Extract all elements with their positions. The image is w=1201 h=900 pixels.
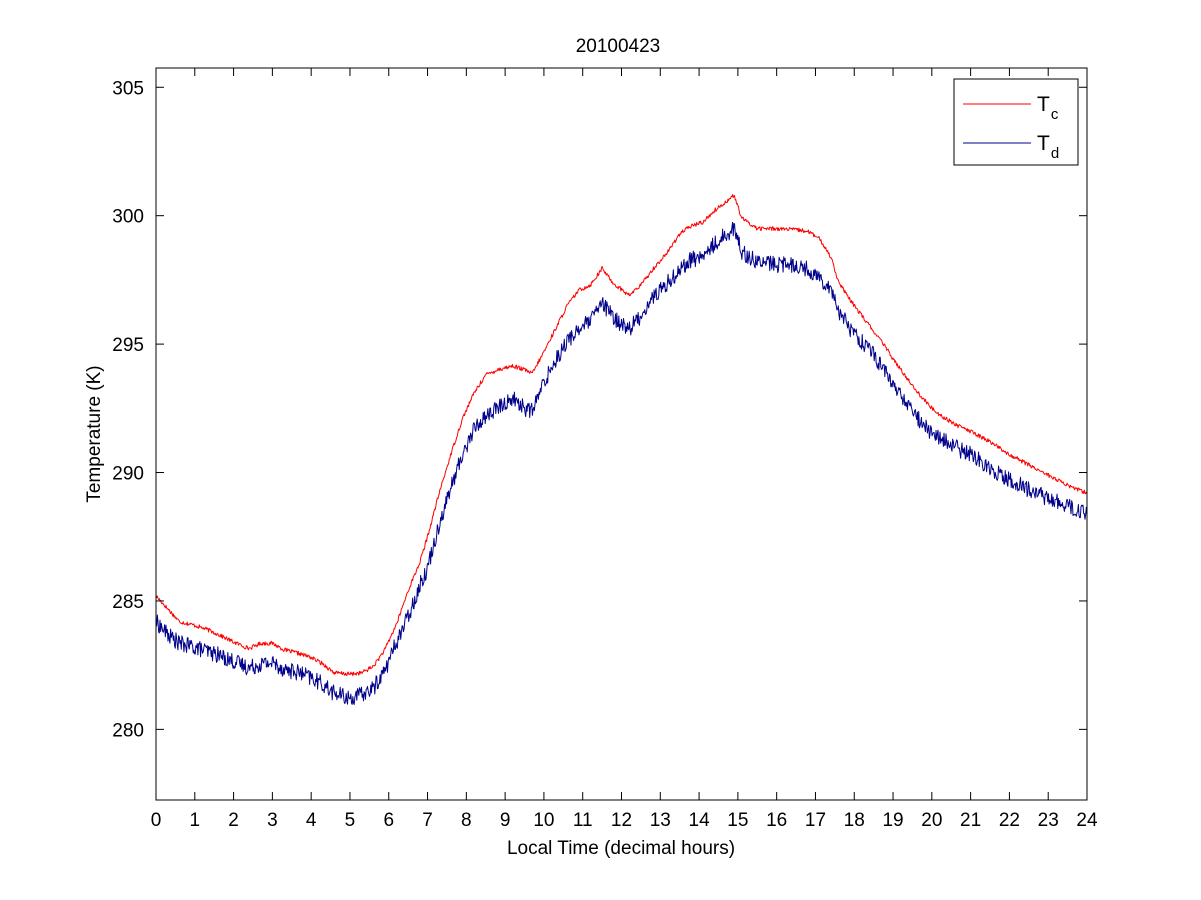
- x-tick-label: 14: [689, 810, 711, 831]
- legend: Tc Td: [953, 78, 1079, 166]
- legend-label-td: T: [1037, 132, 1050, 155]
- legend-subscript-tc: c: [1051, 106, 1059, 123]
- x-tick-label: 8: [461, 810, 472, 831]
- chart-title: 20100423: [576, 36, 661, 57]
- y-tick-label: 290: [112, 464, 144, 485]
- x-tick-label: 24: [1076, 810, 1098, 831]
- x-axis-label: Local Time (decimal hours): [507, 838, 735, 859]
- x-tick-label: 15: [727, 810, 748, 831]
- x-tick-label: 19: [882, 810, 903, 831]
- y-tick-label: 300: [112, 207, 144, 228]
- legend-entry-td: Td: [1037, 132, 1059, 162]
- x-tick-label: 3: [267, 810, 278, 831]
- x-tick-label: 23: [1038, 810, 1059, 831]
- x-tick-label: 6: [383, 810, 394, 831]
- x-tick-label: 20: [921, 810, 942, 831]
- x-tick-label: 0: [151, 810, 162, 831]
- y-tick-label: 305: [112, 78, 144, 99]
- x-tick-label: 2: [228, 810, 239, 831]
- x-tick-label: 10: [533, 810, 554, 831]
- legend-label-tc: T: [1037, 93, 1050, 116]
- x-tick-label: 13: [650, 810, 671, 831]
- x-tick-label: 7: [422, 810, 433, 831]
- legend-box: [953, 78, 1079, 166]
- x-tick-label: 11: [573, 810, 593, 831]
- x-axis-ticks: 0 1 2 3 4 5 6 7 8 9 10 11 12 13 14 15 16 17 18 19 20 21 22 23 24: [151, 68, 1098, 831]
- x-tick-label: 21: [960, 810, 981, 831]
- x-tick-label: 16: [766, 810, 787, 831]
- y-tick-label: 280: [112, 720, 144, 741]
- x-tick-label: 12: [611, 810, 632, 831]
- x-tick-label: 5: [345, 810, 356, 831]
- legend-entry-tc: Tc: [1037, 93, 1059, 123]
- series-layer: [155, 194, 1088, 705]
- y-tick-label: 285: [112, 592, 144, 613]
- y-axis-ticks: 280 285 290 295 300 305: [112, 78, 1087, 741]
- plot-area: 0 1 2 3 4 5 6 7 8 9 10 11 12 13 14 15 16 17 18 19 20 21 22 23 24…: [112, 67, 1098, 831]
- x-tick-label: 4: [306, 810, 317, 831]
- series-line-td: [155, 221, 1088, 705]
- series-line-tc: [155, 194, 1088, 677]
- y-axis-label: Temperature (K): [84, 365, 105, 502]
- y-tick-label: 295: [112, 335, 144, 356]
- x-tick-label: 22: [999, 810, 1020, 831]
- x-tick-label: 17: [805, 810, 826, 831]
- x-tick-label: 18: [844, 810, 865, 831]
- legend-subscript-td: d: [1051, 145, 1059, 162]
- x-tick-label: 9: [500, 810, 511, 831]
- x-tick-label: 1: [190, 810, 201, 831]
